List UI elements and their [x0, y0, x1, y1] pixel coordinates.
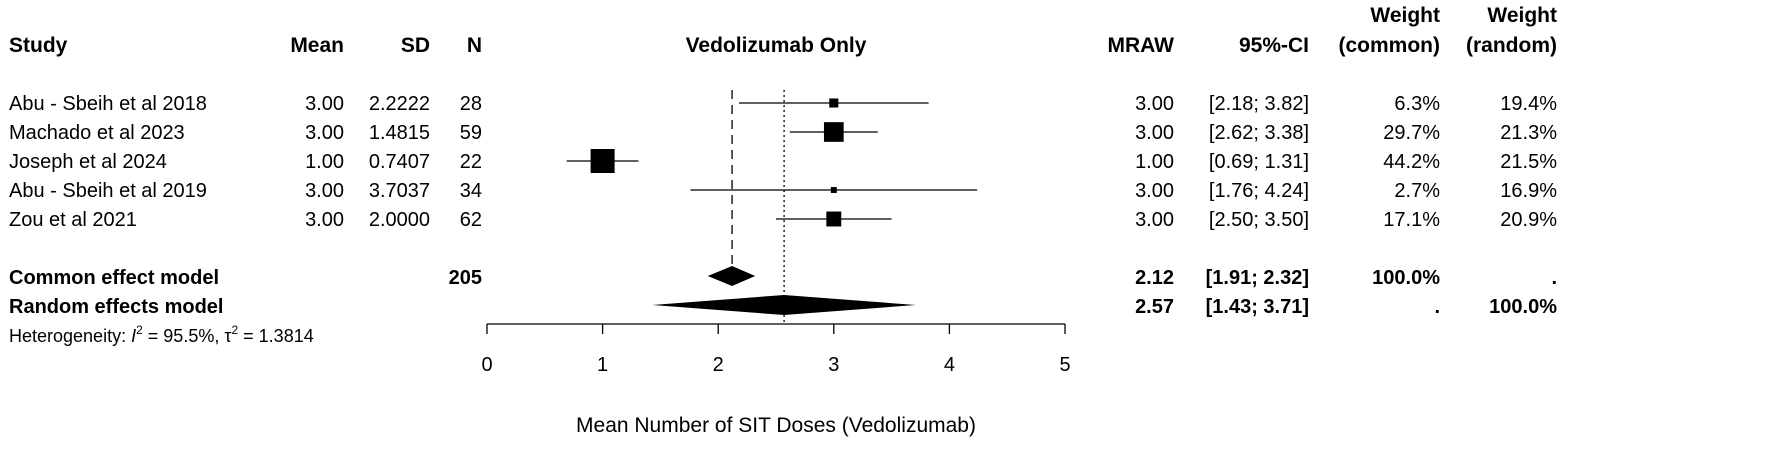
model-mraw: 2.57 — [1135, 296, 1174, 318]
plot-title: Vedolizumab Only — [686, 34, 867, 57]
study-sd: 1.4815 — [369, 122, 430, 144]
study-name: Joseph et al 2024 — [9, 151, 167, 173]
study-name: Zou et al 2021 — [9, 209, 137, 231]
study-n: 59 — [460, 122, 482, 144]
study-weight-random: 21.5% — [1500, 151, 1557, 173]
study-ci: [2.50; 3.50] — [1209, 209, 1309, 231]
model-weight-common: 100.0% — [1372, 267, 1440, 289]
model-mraw: 2.12 — [1135, 267, 1174, 289]
study-name: Abu - Sbeih et al 2018 — [9, 93, 207, 115]
study-n: 62 — [460, 209, 482, 231]
study-sd: 2.0000 — [369, 209, 430, 231]
study-mean: 3.00 — [305, 180, 344, 202]
random-effects-diamond — [652, 295, 916, 315]
study-weight-common: 2.7% — [1394, 180, 1440, 202]
model-weight-common: . — [1434, 296, 1440, 318]
study-mraw: 1.00 — [1135, 151, 1174, 173]
x-tick-label: 4 — [944, 354, 955, 376]
study-ci: [0.69; 1.31] — [1209, 151, 1309, 173]
study-sd: 0.7407 — [369, 151, 430, 173]
study-effect-square — [590, 149, 615, 173]
study-weight-random: 19.4% — [1500, 93, 1557, 115]
study-weight-random: 21.3% — [1500, 122, 1557, 144]
study-n: 28 — [460, 93, 482, 115]
study-weight-random: 20.9% — [1500, 209, 1557, 231]
study-effect-square — [826, 211, 842, 227]
study-n: 34 — [460, 180, 482, 202]
study-weight-random: 16.9% — [1500, 180, 1557, 202]
x-tick-label: 2 — [713, 354, 724, 376]
study-ci: [2.18; 3.82] — [1209, 93, 1309, 115]
study-row: Zou et al 2021 3.00 2.0000 62 3.00 [2.50… — [9, 209, 1557, 231]
study-effect-square — [823, 122, 844, 142]
study-row: Abu - Sbeih et al 2018 3.00 2.2222 28 3.… — [9, 93, 1557, 115]
model-weight-random: 100.0% — [1489, 296, 1557, 318]
study-name: Abu - Sbeih et al 2019 — [9, 180, 207, 202]
header-weight-common-line1: Weight — [1370, 4, 1440, 27]
header-weight-random-line2: (random) — [1466, 34, 1557, 57]
study-weight-common: 6.3% — [1394, 93, 1440, 115]
heterogeneity-text: Heterogeneity: I2 = 95.5%, τ2 = 1.3814 — [9, 323, 314, 346]
study-mean: 1.00 — [305, 151, 344, 173]
x-tick-label: 0 — [481, 354, 492, 376]
header-weight-common-line2: (common) — [1339, 34, 1441, 57]
study-weight-common: 29.7% — [1383, 122, 1440, 144]
study-row: Abu - Sbeih et al 2019 3.00 3.7037 34 3.… — [9, 180, 1557, 202]
study-mean: 3.00 — [305, 122, 344, 144]
study-mraw: 3.00 — [1135, 122, 1174, 144]
study-weight-common: 17.1% — [1383, 209, 1440, 231]
model-weight-random: . — [1551, 267, 1557, 289]
model-total-n: 205 — [449, 267, 482, 289]
header-sd: SD — [401, 34, 430, 57]
forest-plot-area: 0 1 2 3 4 5 — [481, 90, 1071, 376]
x-tick-label: 1 — [597, 354, 608, 376]
header-weight-random-line1: Weight — [1487, 4, 1557, 27]
study-weight-common: 44.2% — [1383, 151, 1440, 173]
x-tick-label: 5 — [1059, 354, 1070, 376]
study-mraw: 3.00 — [1135, 93, 1174, 115]
study-ci: [2.62; 3.38] — [1209, 122, 1309, 144]
study-row: Joseph et al 2024 1.00 0.7407 22 1.00 [0… — [9, 151, 1557, 173]
header-n: N — [467, 34, 482, 57]
study-mraw: 3.00 — [1135, 180, 1174, 202]
model-ci: [1.91; 2.32] — [1206, 267, 1309, 289]
study-sd: 3.7037 — [369, 180, 430, 202]
model-name: Common effect model — [9, 267, 219, 289]
model-row-random: Random effects model 2.57 [1.43; 3.71] .… — [9, 296, 1557, 318]
x-tick-label: 3 — [828, 354, 839, 376]
header-mean: Mean — [290, 34, 344, 57]
header-study: Study — [9, 34, 68, 57]
model-name: Random effects model — [9, 296, 223, 318]
x-axis-label: Mean Number of SIT Doses (Vedolizumab) — [576, 414, 976, 437]
study-ci: [1.76; 4.24] — [1209, 180, 1309, 202]
study-row: Machado et al 2023 3.00 1.4815 59 3.00 [… — [9, 122, 1557, 144]
model-ci: [1.43; 3.71] — [1206, 296, 1309, 318]
study-n: 22 — [460, 151, 482, 173]
study-effect-square — [830, 187, 837, 193]
study-mean: 3.00 — [305, 93, 344, 115]
study-sd: 2.2222 — [369, 93, 430, 115]
study-mean: 3.00 — [305, 209, 344, 231]
header-mraw: MRAW — [1108, 34, 1175, 57]
model-row-common: Common effect model 205 2.12 [1.91; 2.32… — [9, 267, 1557, 289]
study-name: Machado et al 2023 — [9, 122, 185, 144]
header-ci: 95%-CI — [1239, 34, 1309, 57]
common-effect-diamond — [707, 266, 756, 286]
study-effect-square — [829, 98, 839, 108]
study-mraw: 3.00 — [1135, 209, 1174, 231]
